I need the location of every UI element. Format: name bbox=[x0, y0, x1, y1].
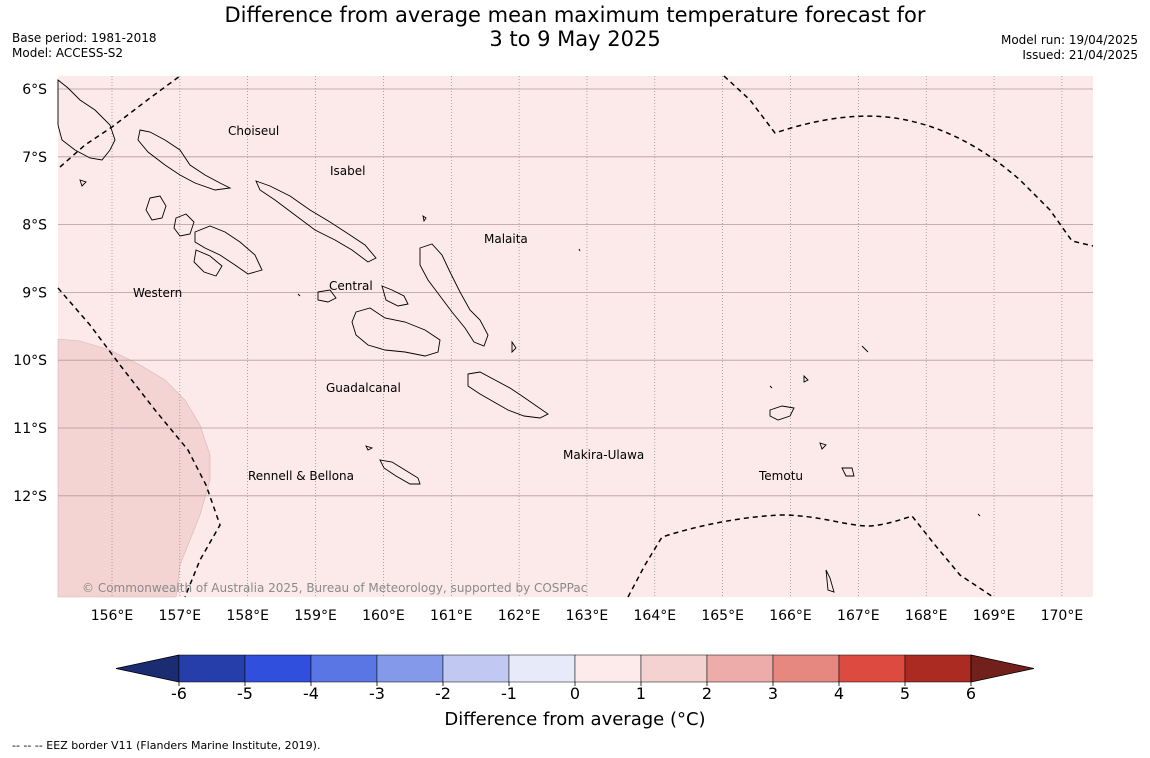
eez-border-south bbox=[627, 514, 994, 598]
colorbar-tick-label: 6 bbox=[966, 684, 976, 703]
colorbar-swatch bbox=[706, 654, 774, 683]
colorbar-swatch bbox=[508, 654, 576, 683]
malaita-coast bbox=[419, 243, 489, 347]
colorbar-tick-label: 5 bbox=[900, 684, 910, 703]
model-text: Model: ACCESS-S2 bbox=[12, 46, 124, 60]
lat-tick-label: 11°S bbox=[13, 421, 47, 437]
latitude-labels: 6°S 7°S 8°S 9°S 10°S 11°S 12°S bbox=[13, 82, 47, 505]
warm-anomaly-area bbox=[57, 338, 211, 598]
colorbar-tick-label: 0 bbox=[570, 684, 580, 703]
lon-tick-label: 166°E bbox=[769, 608, 812, 624]
colorbar-swatch bbox=[838, 654, 906, 683]
colorbar-label: Difference from average (°C) bbox=[444, 709, 706, 730]
lon-tick-label: 156°E bbox=[91, 608, 134, 624]
lon-tick-label: 168°E bbox=[905, 608, 948, 624]
colorbar-swatch bbox=[574, 654, 642, 683]
makira-coast bbox=[467, 340, 549, 419]
base-period-text: Base period: 1981-2018 bbox=[12, 31, 157, 45]
copyright-notice: © Commonwealth of Australia 2025, Bureau… bbox=[82, 581, 587, 595]
colorbar-extend-low bbox=[115, 654, 180, 683]
eez-border-png-north bbox=[59, 75, 181, 168]
small-islets bbox=[79, 179, 981, 517]
lat-tick-label: 8°S bbox=[22, 218, 47, 234]
lat-tick-label: 6°S bbox=[22, 82, 47, 98]
colorbar-tick-label: 4 bbox=[834, 684, 844, 703]
lon-tick-label: 163°E bbox=[566, 608, 609, 624]
colorbar-tick-label: -6 bbox=[171, 684, 187, 703]
issued-text: Issued: 21/04/2025 bbox=[1022, 48, 1138, 62]
lat-tick-label: 12°S bbox=[13, 489, 47, 505]
colorbar-swatch bbox=[310, 654, 378, 683]
eez-border-west bbox=[57, 287, 221, 598]
florida-islands-coast bbox=[317, 285, 409, 307]
lon-tick-label: 157°E bbox=[159, 608, 202, 624]
colorbar: -6 -5 -4 -3 -2 -1 0 1 2 3 4 5 6 bbox=[115, 654, 1035, 703]
colorbar-swatch bbox=[442, 654, 510, 683]
map-background bbox=[58, 76, 1093, 597]
lon-tick-label: 169°E bbox=[973, 608, 1016, 624]
lon-tick-label: 161°E bbox=[430, 608, 473, 624]
colorbar-extend-high bbox=[970, 654, 1035, 683]
choiseul-coast bbox=[137, 129, 232, 191]
map-title: Difference from average mean maximum tem… bbox=[0, 3, 1150, 51]
lon-tick-label: 170°E bbox=[1041, 608, 1084, 624]
colorbar-swatch bbox=[244, 654, 312, 683]
lat-tick-label: 10°S bbox=[13, 353, 47, 369]
label-temotu: Temotu bbox=[758, 469, 803, 483]
colorbar-tick-label: -3 bbox=[369, 684, 385, 703]
colorbar-swatch bbox=[178, 654, 246, 683]
lon-tick-label: 159°E bbox=[294, 608, 337, 624]
label-guadalcanal: Guadalcanal bbox=[326, 381, 401, 395]
label-rennell-bellona: Rennell & Bellona bbox=[248, 469, 354, 483]
colorbar-tick-label: -2 bbox=[435, 684, 451, 703]
lon-tick-label: 165°E bbox=[701, 608, 744, 624]
colorbar-tick-label: 3 bbox=[768, 684, 778, 703]
label-isabel: Isabel bbox=[330, 164, 365, 178]
lat-tick-label: 7°S bbox=[22, 150, 47, 166]
province-labels: Choiseul Isabel Malaita Western Central … bbox=[133, 124, 803, 483]
new-georgia-coast bbox=[145, 195, 263, 277]
lon-tick-label: 158°E bbox=[226, 608, 269, 624]
lon-tick-label: 164°E bbox=[634, 608, 677, 624]
run-info: Model run: 19/04/2025 Issued: 21/04/2025 bbox=[1001, 33, 1138, 63]
colorbar-swatch bbox=[376, 654, 444, 683]
model-info: Base period: 1981-2018 Model: ACCESS-S2 bbox=[12, 31, 157, 61]
graticule bbox=[58, 76, 1093, 597]
colorbar-swatch bbox=[772, 654, 840, 683]
guadalcanal-coast bbox=[351, 307, 441, 357]
colorbar-tick-label: -4 bbox=[303, 684, 319, 703]
title-line-2: 3 to 9 May 2025 bbox=[489, 27, 661, 51]
lon-tick-label: 160°E bbox=[362, 608, 405, 624]
lat-tick-label: 9°S bbox=[22, 285, 47, 301]
colorbar-swatch bbox=[640, 654, 708, 683]
bougainville-coast bbox=[57, 79, 116, 161]
eez-border-north-east bbox=[723, 75, 1094, 247]
label-western: Western bbox=[133, 286, 182, 300]
colorbar-tick-label: 1 bbox=[636, 684, 646, 703]
label-malaita: Malaita bbox=[484, 232, 528, 246]
rennell-coast bbox=[365, 445, 421, 485]
title-line-1: Difference from average mean maximum tem… bbox=[224, 3, 926, 27]
lon-tick-label: 167°E bbox=[837, 608, 880, 624]
colorbar-swatch bbox=[904, 654, 972, 683]
colorbar-tick-label: -1 bbox=[501, 684, 517, 703]
colorbar-tick-label: -5 bbox=[237, 684, 253, 703]
eez-footnote: -- -- -- EEZ border V11 (Flanders Marine… bbox=[12, 739, 321, 752]
isabel-coast bbox=[255, 180, 377, 263]
model-run-text: Model run: 19/04/2025 bbox=[1000, 33, 1138, 47]
lon-tick-label: 162°E bbox=[498, 608, 541, 624]
eez-borders bbox=[57, 75, 1094, 598]
santa-cruz-coast bbox=[769, 374, 855, 593]
coastlines bbox=[57, 79, 981, 593]
label-central: Central bbox=[329, 279, 373, 293]
colorbar-tick-label: 2 bbox=[702, 684, 712, 703]
label-makira-ulawa: Makira-Ulawa bbox=[563, 448, 644, 462]
label-choiseul: Choiseul bbox=[228, 124, 279, 138]
longitude-labels: 156°E 157°E 158°E 159°E 160°E 161°E 162°E 163°E… bbox=[91, 608, 1083, 624]
